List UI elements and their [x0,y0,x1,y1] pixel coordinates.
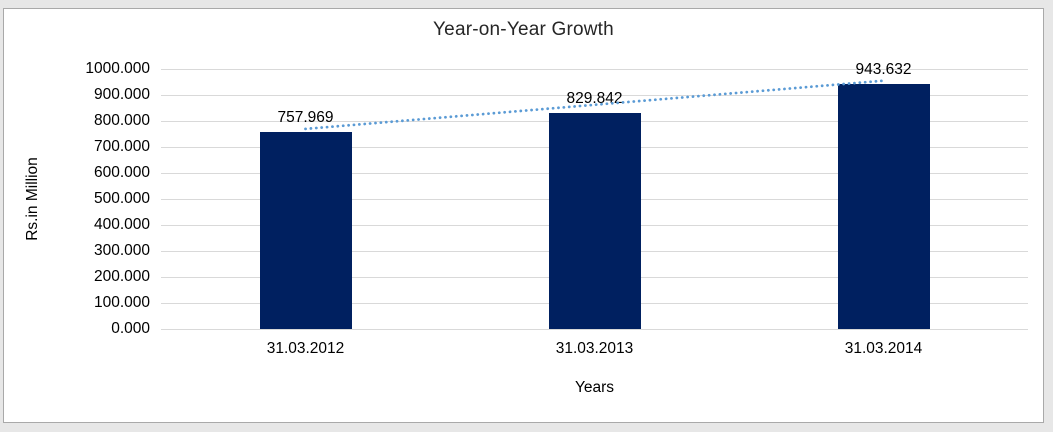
x-axis-tick-label: 31.03.2013 [555,340,634,357]
y-axis-tick-label: 1000.000 [85,60,150,77]
x-axis-tick-label: 31.03.2014 [844,340,923,357]
bar-31.03.2014 [837,83,930,329]
bar-value-label: 943.632 [855,60,912,78]
y-axis-tick-label: 0.000 [111,320,150,337]
x-axis-tick-label: 31.03.2012 [266,340,345,357]
bar-value-label: 829.842 [566,90,623,108]
bar-value-label: 757.969 [277,108,334,126]
y-axis-tick-label: 200.000 [93,268,150,285]
chart-title: Year-on-Year Growth [433,19,614,40]
chart-panel: Year-on-Year Growth Rs.in Million 1000.0… [3,8,1044,423]
y-axis-tick-label: 300.000 [93,242,150,259]
y-axis-tick-label: 100.000 [93,294,150,311]
x-axis-title: Years [574,379,615,396]
y-axis-tick-label: 800.000 [93,112,150,129]
y-axis-tick-label: 900.000 [93,86,150,103]
y-axis-tick-label: 600.000 [93,164,150,181]
y-axis-tick-label: 700.000 [93,138,150,155]
plot-area: 757.969 829.842 943.632 [161,61,1028,330]
y-axis-tick-label: 500.000 [93,190,150,207]
bar-31.03.2012 [259,131,352,329]
bar-31.03.2013 [548,113,641,329]
gridline [161,329,1028,330]
y-axis-tick-label: 400.000 [93,216,150,233]
gridline [161,69,1028,70]
